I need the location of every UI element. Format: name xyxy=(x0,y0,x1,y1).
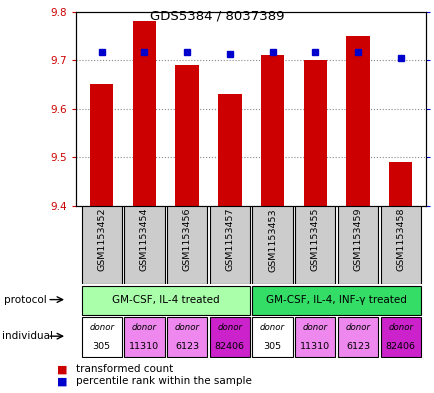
Bar xyxy=(132,22,156,206)
Text: 6123: 6123 xyxy=(345,342,369,351)
Text: GSM1153457: GSM1153457 xyxy=(225,208,234,272)
Text: protocol: protocol xyxy=(4,295,47,305)
Bar xyxy=(295,206,335,284)
Bar xyxy=(90,84,113,206)
Text: GSM1153454: GSM1153454 xyxy=(140,208,148,272)
Bar xyxy=(260,55,284,206)
Bar xyxy=(380,206,420,284)
Bar xyxy=(167,206,207,284)
Bar xyxy=(175,65,198,206)
Bar xyxy=(82,317,122,357)
Bar xyxy=(124,317,164,357)
Text: GSM1153455: GSM1153455 xyxy=(310,208,319,272)
Text: GSM1153458: GSM1153458 xyxy=(395,208,404,272)
Text: 82406: 82406 xyxy=(214,342,244,351)
Text: GSM1153453: GSM1153453 xyxy=(267,208,276,272)
Text: GDS5384 / 8037389: GDS5384 / 8037389 xyxy=(150,10,284,23)
Text: donor: donor xyxy=(89,323,114,332)
Bar xyxy=(82,206,122,284)
Text: transformed count: transformed count xyxy=(76,364,173,375)
Text: donor: donor xyxy=(387,323,412,332)
Text: donor: donor xyxy=(302,323,327,332)
Bar xyxy=(252,206,292,284)
Text: individual: individual xyxy=(2,331,53,341)
Text: donor: donor xyxy=(132,323,157,332)
Text: ■: ■ xyxy=(56,364,67,375)
Text: GM-CSF, IL-4, INF-γ treated: GM-CSF, IL-4, INF-γ treated xyxy=(266,295,406,305)
Text: ■: ■ xyxy=(56,376,67,386)
Bar xyxy=(337,317,377,357)
Bar xyxy=(295,317,335,357)
Bar xyxy=(252,317,292,357)
Text: 305: 305 xyxy=(92,342,111,351)
Text: 11310: 11310 xyxy=(299,342,329,351)
Bar xyxy=(209,317,250,357)
Text: GM-CSF, IL-4 treated: GM-CSF, IL-4 treated xyxy=(112,295,219,305)
Bar xyxy=(388,162,411,206)
Bar xyxy=(217,94,241,206)
Bar xyxy=(303,60,326,206)
Text: percentile rank within the sample: percentile rank within the sample xyxy=(76,376,251,386)
Text: 305: 305 xyxy=(263,342,281,351)
Bar xyxy=(337,206,377,284)
Bar xyxy=(380,317,420,357)
Text: donor: donor xyxy=(345,323,370,332)
Text: GSM1153452: GSM1153452 xyxy=(97,208,106,272)
Text: GSM1153459: GSM1153459 xyxy=(353,208,362,272)
Text: donor: donor xyxy=(217,323,242,332)
Bar xyxy=(209,206,250,284)
Text: 11310: 11310 xyxy=(129,342,159,351)
Text: 6123: 6123 xyxy=(175,342,199,351)
Bar xyxy=(124,206,164,284)
Bar xyxy=(252,286,420,315)
Bar xyxy=(167,317,207,357)
Text: GSM1153456: GSM1153456 xyxy=(182,208,191,272)
Bar xyxy=(82,286,250,315)
Bar xyxy=(345,36,369,206)
Text: donor: donor xyxy=(174,323,199,332)
Text: donor: donor xyxy=(260,323,284,332)
Text: 82406: 82406 xyxy=(385,342,415,351)
